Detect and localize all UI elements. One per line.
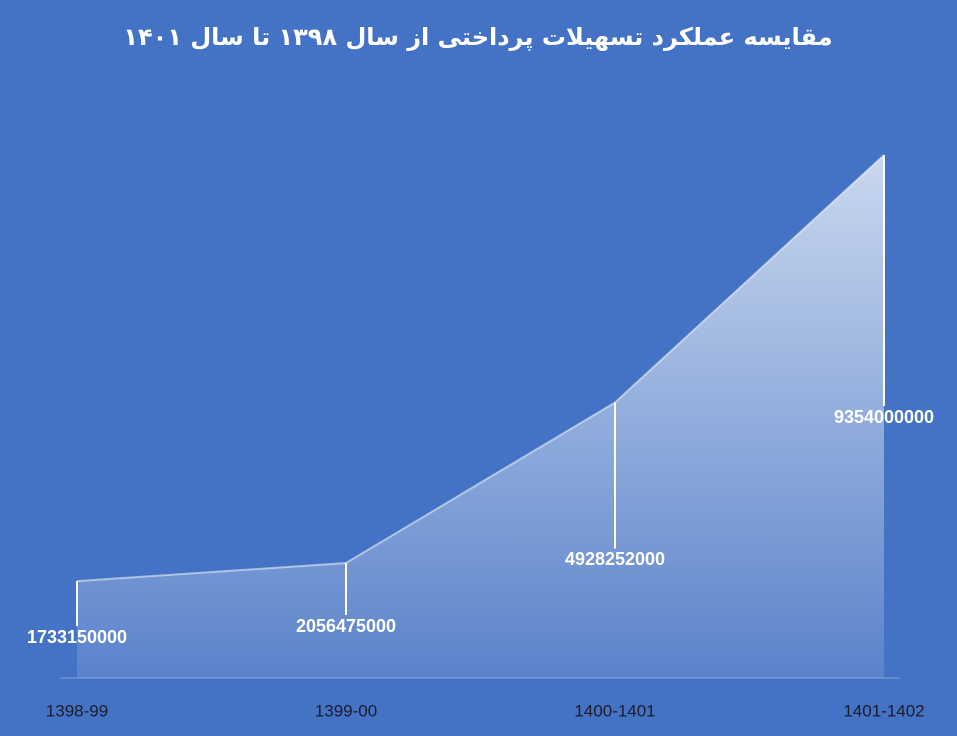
chart-title: مقایسه عملکرد تسهیلات پرداختی از سال ۱۳۹… [123, 23, 832, 51]
data-label: 9354000000 [834, 407, 934, 427]
x-tick-label: 1400-1401 [574, 701, 655, 720]
x-tick-label: 1399-00 [315, 701, 377, 720]
data-label: 1733150000 [27, 627, 127, 647]
data-label: 4928252000 [565, 549, 665, 569]
x-tick-label: 1401-1402 [843, 701, 924, 720]
data-label: 2056475000 [296, 616, 396, 636]
x-tick-label: 1398-99 [46, 701, 108, 720]
area-edge [76, 154, 885, 583]
area [77, 155, 884, 678]
